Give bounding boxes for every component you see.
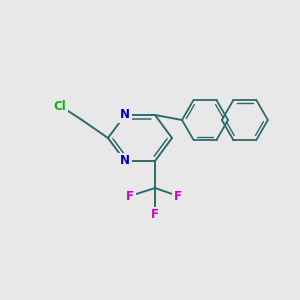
Text: N: N <box>120 154 130 167</box>
Text: F: F <box>151 208 159 221</box>
Text: F: F <box>174 190 182 202</box>
Text: N: N <box>120 109 130 122</box>
Text: F: F <box>126 190 134 202</box>
Text: Cl: Cl <box>54 100 66 113</box>
